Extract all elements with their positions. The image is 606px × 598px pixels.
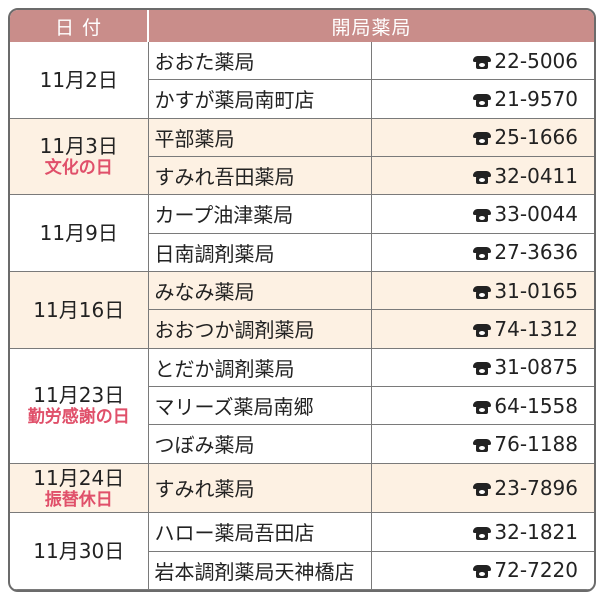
pharmacy-name: かすが薬局南町店 bbox=[148, 79, 372, 119]
phone-number[interactable]: 27-3636 bbox=[494, 240, 578, 265]
pharmacy-name: すみれ薬局 bbox=[147, 462, 372, 514]
phone-cell: 32-1821 bbox=[370, 512, 594, 552]
date-cell: 11月9日 bbox=[10, 194, 149, 272]
table-row: すみれ吾田薬局 32-0411 bbox=[10, 155, 594, 196]
table-row: 11月9日 カープ油津薬局 33-0044 bbox=[10, 194, 594, 272]
date-label: 11月9日 bbox=[39, 221, 118, 246]
telephone-icon bbox=[473, 526, 492, 540]
table-row: 11月3日 文化の日 平部薬局 25-1666 bbox=[10, 117, 594, 196]
phone-number[interactable]: 72-7220 bbox=[494, 558, 578, 583]
phone-number[interactable]: 33-0044 bbox=[494, 201, 578, 226]
date-label: 11月30日 bbox=[33, 539, 125, 564]
date-cell: 11月2日 bbox=[10, 42, 149, 119]
phone-number[interactable]: 31-0165 bbox=[494, 278, 578, 303]
phone-cell: 21-9570 bbox=[370, 79, 594, 119]
phone-cell: 31-0875 bbox=[370, 347, 594, 387]
pharmacy-name: みなみ薬局 bbox=[147, 270, 372, 311]
date-label: 11月2日 bbox=[39, 67, 118, 92]
pharmacy-name: 平部薬局 bbox=[147, 117, 372, 157]
holiday-label: 勤労感謝の日 bbox=[27, 407, 130, 428]
pharmacy-schedule: 日 付 開局薬局 11月2日 おおた薬局 22-5006 かすが薬局南町店 21-957… bbox=[8, 8, 596, 592]
telephone-icon bbox=[473, 438, 492, 452]
phone-number[interactable]: 23-7896 bbox=[494, 475, 578, 500]
pharmacy-name: すみれ吾田薬局 bbox=[148, 155, 372, 196]
telephone-icon bbox=[473, 482, 492, 496]
phone-cell: 33-0044 bbox=[370, 194, 594, 234]
phone-cell: 27-3636 bbox=[370, 232, 594, 272]
phone-cell: 31-0165 bbox=[370, 270, 594, 311]
schedule-table: 日 付 開局薬局 11月2日 おおた薬局 22-5006 かすが薬局南町店 21-957… bbox=[10, 10, 594, 590]
table-row: かすが薬局南町店 21-9570 bbox=[10, 79, 594, 119]
phone-number[interactable]: 32-1821 bbox=[494, 519, 578, 544]
table-row: 11月16日 みなみ薬局 31-0165 bbox=[10, 270, 594, 349]
date-cell: 11月24日 振替休日 bbox=[10, 462, 149, 514]
telephone-icon bbox=[473, 362, 492, 376]
phone-cell: 23-7896 bbox=[370, 462, 594, 514]
pharmacy-name: ハロー薬局吾田店 bbox=[147, 512, 372, 552]
table-row: 11月24日 振替休日 すみれ薬局 23-7896 bbox=[10, 462, 594, 514]
telephone-icon bbox=[473, 208, 492, 222]
phone-cell: 25-1666 bbox=[370, 117, 594, 157]
phone-cell: 64-1558 bbox=[370, 385, 594, 426]
table-row: おおつか調剤薬局 74-1312 bbox=[10, 309, 594, 349]
pharmacy-name: おおた薬局 bbox=[147, 42, 372, 81]
telephone-icon bbox=[473, 170, 492, 184]
pharmacy-name: マリーズ薬局南郷 bbox=[148, 385, 372, 426]
table-row: 日南調剤薬局 27-3636 bbox=[10, 232, 594, 272]
phone-number[interactable]: 22-5006 bbox=[494, 48, 578, 73]
telephone-icon bbox=[473, 285, 492, 299]
table-row: つぼみ薬局 76-1188 bbox=[10, 424, 594, 464]
phone-number[interactable]: 21-9570 bbox=[494, 86, 578, 111]
phone-cell: 22-5006 bbox=[370, 42, 594, 81]
pharmacy-name: おおつか調剤薬局 bbox=[148, 309, 372, 349]
date-cell: 11月3日 文化の日 bbox=[10, 117, 149, 196]
holiday-label: 文化の日 bbox=[44, 158, 113, 179]
pharmacy-name: つぼみ薬局 bbox=[148, 424, 372, 464]
phone-number[interactable]: 76-1188 bbox=[494, 431, 578, 456]
pharmacy-name: とだか調剤薬局 bbox=[147, 347, 372, 387]
header-pharmacy: 開局薬局 bbox=[148, 10, 594, 42]
phone-number[interactable]: 25-1666 bbox=[494, 125, 578, 150]
table-row: マリーズ薬局南郷 64-1558 bbox=[10, 385, 594, 426]
pharmacy-name: カープ油津薬局 bbox=[147, 194, 372, 234]
telephone-icon bbox=[473, 93, 492, 107]
table-row: 11月23日 勤労感謝の日 とだか調剤薬局 31-0875 bbox=[10, 347, 594, 464]
telephone-icon bbox=[473, 400, 492, 414]
date-cell: 11月30日 bbox=[10, 512, 149, 590]
date-cell: 11月16日 bbox=[10, 270, 149, 349]
table-row: 11月30日 ハロー薬局吾田店 32-1821 bbox=[10, 512, 594, 590]
date-label: 11月23日 bbox=[33, 383, 125, 408]
phone-cell: 72-7220 bbox=[370, 550, 594, 590]
phone-number[interactable]: 32-0411 bbox=[494, 163, 578, 188]
telephone-icon bbox=[473, 247, 492, 261]
phone-cell: 74-1312 bbox=[370, 309, 594, 349]
header-date: 日 付 bbox=[10, 10, 149, 42]
phone-cell: 76-1188 bbox=[370, 424, 594, 464]
table-row: 岩本調剤薬局天神橋店 72-7220 bbox=[10, 550, 594, 590]
schedule-body: 11月2日 おおた薬局 22-5006 かすが薬局南町店 21-9570 11月3日 文化の… bbox=[10, 42, 594, 590]
telephone-icon bbox=[473, 132, 492, 146]
pharmacy-name: 岩本調剤薬局天神橋店 bbox=[148, 550, 372, 590]
telephone-icon bbox=[473, 323, 492, 337]
date-label: 11月16日 bbox=[33, 297, 125, 322]
phone-number[interactable]: 31-0875 bbox=[494, 355, 578, 380]
telephone-icon bbox=[473, 565, 492, 579]
date-label: 11月24日 bbox=[33, 465, 125, 490]
telephone-icon bbox=[473, 55, 492, 69]
table-row: 11月2日 おおた薬局 22-5006 bbox=[10, 42, 594, 119]
phone-number[interactable]: 74-1312 bbox=[494, 316, 578, 341]
phone-number[interactable]: 64-1558 bbox=[494, 393, 578, 418]
date-cell: 11月23日 勤労感謝の日 bbox=[10, 347, 149, 464]
pharmacy-name: 日南調剤薬局 bbox=[148, 232, 372, 272]
phone-cell: 32-0411 bbox=[370, 155, 594, 196]
holiday-label: 振替休日 bbox=[44, 489, 113, 510]
date-label: 11月3日 bbox=[39, 134, 118, 159]
header-row: 日 付 開局薬局 bbox=[10, 10, 594, 42]
